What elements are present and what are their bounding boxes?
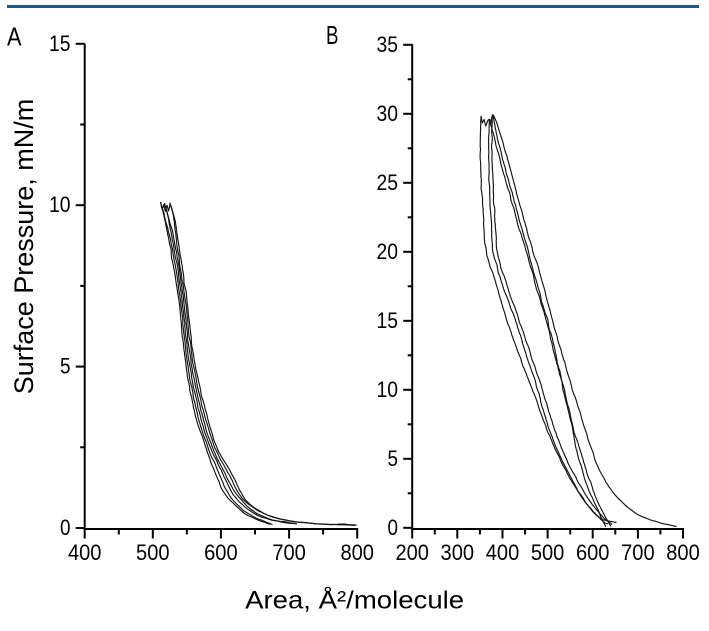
svg-text:20: 20: [377, 239, 399, 264]
svg-text:400: 400: [68, 540, 102, 565]
svg-text:30: 30: [377, 101, 399, 126]
svg-text:5: 5: [60, 354, 71, 379]
svg-text:0: 0: [388, 515, 399, 540]
svg-text:A: A: [7, 22, 22, 52]
svg-text:10: 10: [49, 192, 71, 217]
svg-text:800: 800: [666, 540, 700, 565]
svg-text:15: 15: [377, 308, 399, 333]
svg-text:800: 800: [340, 540, 374, 565]
svg-text:400: 400: [486, 540, 520, 565]
svg-text:700: 700: [272, 540, 306, 565]
svg-text:600: 600: [204, 540, 238, 565]
svg-text:300: 300: [441, 540, 475, 565]
svg-text:Area, Å²/molecule: Area, Å²/molecule: [245, 585, 464, 615]
svg-text:Surface Pressure, mN/m: Surface Pressure, mN/m: [9, 99, 39, 395]
svg-text:600: 600: [576, 540, 610, 565]
svg-text:B: B: [326, 20, 339, 50]
svg-text:35: 35: [377, 32, 399, 57]
svg-text:0: 0: [60, 515, 71, 540]
svg-text:500: 500: [531, 540, 565, 565]
svg-text:15: 15: [49, 31, 71, 56]
svg-text:500: 500: [136, 540, 170, 565]
svg-text:200: 200: [395, 540, 429, 565]
svg-text:25: 25: [377, 170, 399, 195]
svg-text:5: 5: [388, 446, 399, 471]
svg-text:10: 10: [377, 377, 399, 402]
svg-text:700: 700: [621, 540, 655, 565]
